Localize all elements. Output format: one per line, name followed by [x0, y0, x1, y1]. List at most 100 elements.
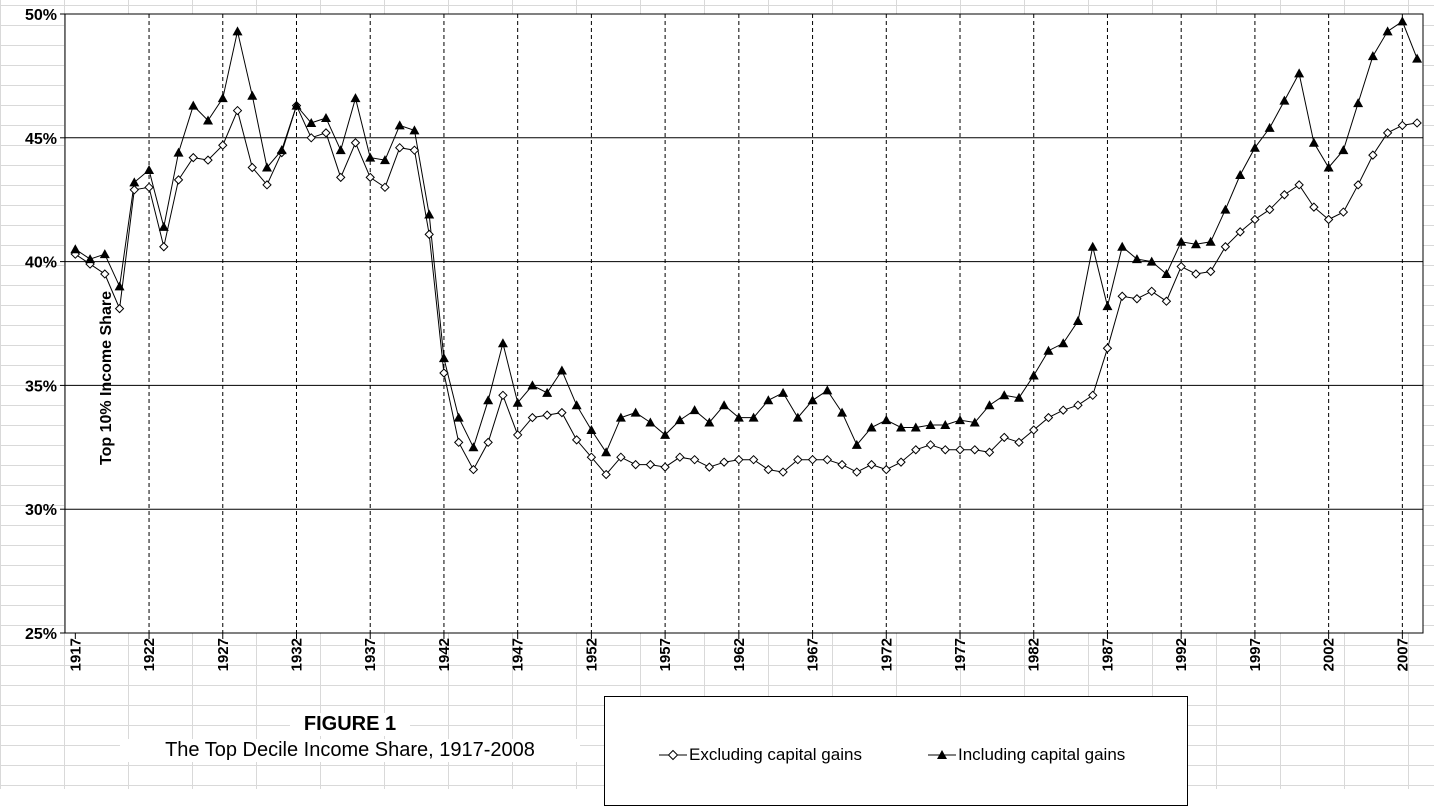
x-tick-label: 1982 — [1026, 638, 1043, 671]
data-point-including — [144, 164, 155, 174]
legend-item-including: Including capital gains — [928, 745, 1125, 765]
data-point-excluding — [1014, 437, 1024, 448]
data-point-excluding — [748, 454, 759, 465]
data-point-excluding — [232, 105, 243, 116]
figure-number: FIGURE 1 — [290, 713, 410, 736]
series-markers — [70, 16, 1423, 480]
data-point-including — [586, 424, 597, 434]
data-point-excluding — [778, 467, 788, 477]
data-point-excluding — [409, 145, 420, 155]
y-axis-ticks: 25% 30% 35% 40% 45% 50% — [25, 7, 65, 643]
data-point-including — [1382, 26, 1393, 36]
data-point-including — [601, 447, 612, 457]
data-point-including — [99, 249, 110, 259]
data-point-including — [512, 397, 523, 407]
data-point-excluding — [925, 440, 936, 450]
data-point-including — [173, 147, 184, 157]
data-point-including — [129, 177, 140, 187]
data-point-including — [837, 407, 848, 417]
data-point-excluding — [1102, 343, 1113, 353]
y-tick-label: 40% — [25, 255, 57, 272]
data-point-including — [1176, 236, 1187, 246]
data-point-excluding — [306, 133, 316, 143]
data-point-including — [881, 415, 892, 425]
data-point-including — [262, 162, 273, 172]
data-point-excluding — [395, 142, 405, 153]
data-point-including — [807, 395, 818, 405]
data-point-including — [1058, 338, 1069, 348]
data-point-excluding — [1073, 400, 1083, 410]
data-point-including — [763, 395, 774, 405]
data-point-excluding — [380, 182, 390, 193]
data-point-including — [438, 353, 449, 363]
data-point-excluding — [1235, 227, 1245, 237]
data-point-including — [1072, 316, 1083, 326]
data-point-including — [984, 400, 995, 410]
data-point-excluding — [557, 407, 567, 418]
data-point-excluding — [365, 172, 375, 183]
data-point-excluding — [203, 155, 213, 165]
legend: Excluding capital gains Including capita… — [604, 696, 1188, 806]
data-point-excluding — [601, 469, 611, 480]
data-point-excluding — [719, 457, 729, 467]
x-tick-label: 1922 — [141, 638, 158, 671]
data-point-excluding — [822, 454, 833, 465]
data-point-excluding — [1088, 390, 1098, 401]
data-point-including — [910, 422, 921, 432]
data-point-including — [85, 254, 96, 264]
chart: 25%30%35%40%45%50% 1917 1922 1927 1932 1937 1… — [25, 7, 1424, 671]
x-tick-label: 1952 — [583, 638, 600, 671]
x-tick-label: 1992 — [1173, 638, 1190, 671]
y-tick-label: 30% — [25, 502, 57, 519]
data-point-including — [748, 412, 759, 422]
data-point-excluding — [763, 464, 774, 475]
data-point-excluding — [866, 459, 877, 470]
data-point-excluding — [1132, 294, 1142, 304]
data-point-including — [940, 420, 951, 430]
legend-label-excluding: Excluding capital gains — [689, 745, 862, 764]
data-point-excluding — [852, 467, 862, 477]
data-point-excluding — [955, 445, 965, 455]
data-point-including — [1190, 239, 1201, 249]
figure-title: The Top Decile Income Share, 1917-2008 — [120, 739, 580, 762]
data-point-including — [335, 145, 346, 155]
data-point-excluding — [1353, 180, 1363, 190]
x-axis-ticks: 1917 1922 1927 1932 1937 1942 1947 1952 1957 1962… — [67, 633, 1411, 671]
data-point-including — [674, 415, 685, 425]
data-point-including — [969, 417, 980, 427]
data-point-including — [955, 415, 966, 425]
data-point-including — [645, 417, 656, 427]
data-point-excluding — [704, 462, 715, 472]
data-point-excluding — [512, 430, 523, 440]
data-point-excluding — [837, 459, 847, 470]
data-point-excluding — [1205, 266, 1216, 277]
data-point-including — [822, 385, 833, 395]
data-point-including — [483, 395, 494, 405]
data-point-including — [247, 90, 258, 100]
data-point-excluding — [911, 445, 921, 455]
data-point-excluding — [336, 172, 346, 183]
data-point-including — [1264, 122, 1275, 132]
x-tick-label: 1942 — [436, 638, 453, 671]
x-tick-label: 1937 — [362, 638, 379, 671]
data-point-including — [1279, 95, 1290, 105]
data-point-excluding — [188, 152, 198, 163]
data-point-excluding — [498, 390, 508, 401]
vertical-gridlines — [148, 14, 1403, 633]
data-point-excluding — [262, 180, 272, 190]
data-point-including — [542, 387, 553, 397]
data-point-excluding — [100, 269, 110, 279]
data-point-including — [1146, 256, 1157, 266]
x-tick-label: 1977 — [952, 638, 969, 671]
data-point-excluding — [689, 454, 700, 465]
data-point-including — [409, 125, 420, 135]
data-point-including — [630, 407, 641, 417]
data-point-including — [497, 338, 508, 348]
data-point-excluding — [439, 368, 449, 378]
data-point-excluding — [660, 462, 670, 472]
data-point-excluding — [247, 162, 257, 173]
data-point-excluding — [159, 242, 169, 252]
data-point-excluding — [129, 185, 140, 195]
data-point-including — [1131, 254, 1142, 264]
data-point-excluding — [1412, 118, 1422, 128]
